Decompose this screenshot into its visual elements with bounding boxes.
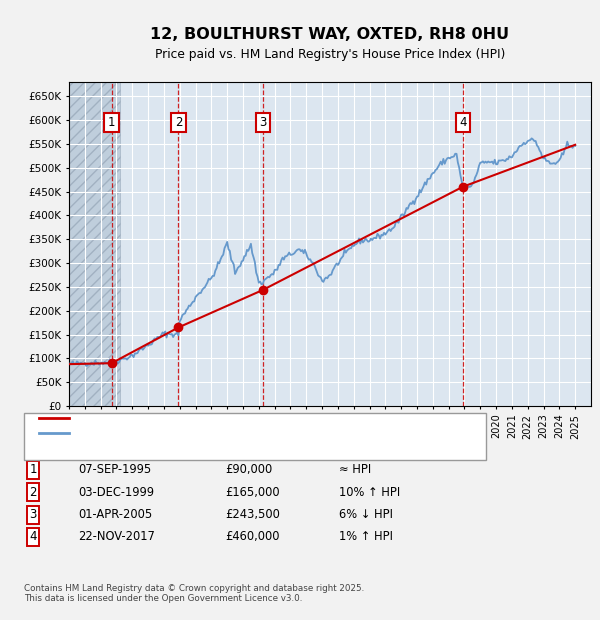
Text: 12, BOULTHURST WAY, OXTED, RH8 0HU: 12, BOULTHURST WAY, OXTED, RH8 0HU: [151, 27, 509, 42]
Text: ≈ HPI: ≈ HPI: [339, 464, 371, 476]
Text: £165,000: £165,000: [225, 486, 280, 498]
Text: HPI: Average price, semi-detached house,  Tandridge: HPI: Average price, semi-detached house,…: [73, 428, 340, 438]
Bar: [69, 82, 119, 406]
Text: 1% ↑ HPI: 1% ↑ HPI: [339, 531, 393, 543]
Text: 6% ↓ HPI: 6% ↓ HPI: [339, 508, 393, 521]
Text: 2: 2: [29, 486, 37, 498]
Text: 12, BOULTHURST WAY, OXTED, RH8 0HU (semi-detached house): 12, BOULTHURST WAY, OXTED, RH8 0HU (semi…: [73, 413, 397, 423]
Text: 4: 4: [29, 531, 37, 543]
Text: £90,000: £90,000: [225, 464, 272, 476]
Text: 01-APR-2005: 01-APR-2005: [78, 508, 152, 521]
Text: 1: 1: [108, 116, 115, 129]
Text: 3: 3: [29, 508, 37, 521]
Text: Contains HM Land Registry data © Crown copyright and database right 2025.
This d: Contains HM Land Registry data © Crown c…: [24, 584, 364, 603]
Text: 22-NOV-2017: 22-NOV-2017: [78, 531, 155, 543]
Text: 07-SEP-1995: 07-SEP-1995: [78, 464, 151, 476]
Text: Price paid vs. HM Land Registry's House Price Index (HPI): Price paid vs. HM Land Registry's House …: [155, 48, 505, 61]
Text: £243,500: £243,500: [225, 508, 280, 521]
Text: 03-DEC-1999: 03-DEC-1999: [78, 486, 154, 498]
Text: 4: 4: [459, 116, 467, 129]
Text: 1: 1: [29, 464, 37, 476]
Text: 2: 2: [175, 116, 182, 129]
Text: 3: 3: [259, 116, 266, 129]
Text: £460,000: £460,000: [225, 531, 280, 543]
Text: 10% ↑ HPI: 10% ↑ HPI: [339, 486, 400, 498]
